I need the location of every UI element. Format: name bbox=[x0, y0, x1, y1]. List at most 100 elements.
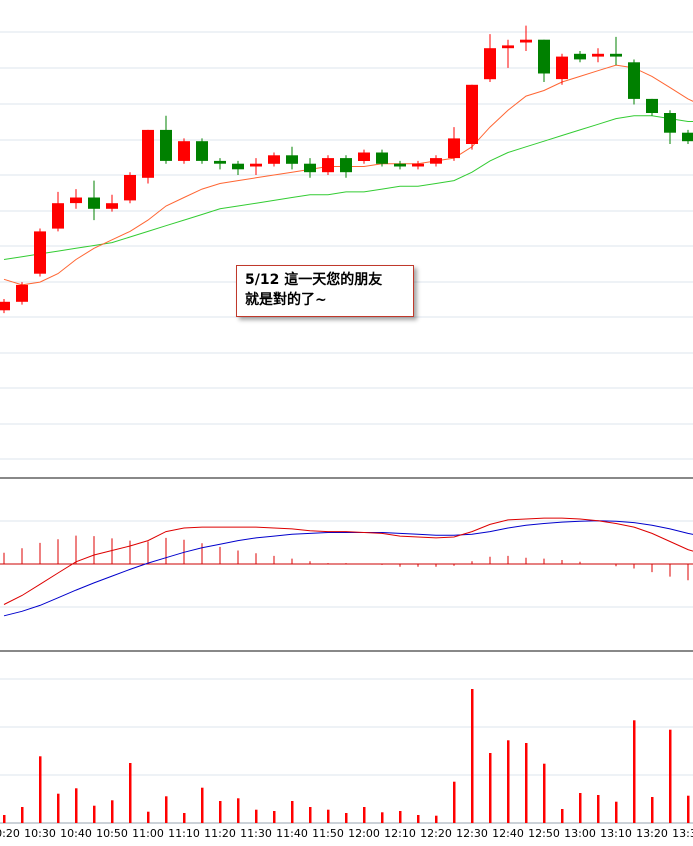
volume-bar bbox=[309, 807, 312, 823]
candlestick bbox=[520, 25, 532, 51]
volume-bar bbox=[561, 809, 564, 823]
volume-bar bbox=[21, 807, 24, 823]
candlestick bbox=[268, 152, 280, 167]
candlestick bbox=[16, 282, 28, 305]
volume-bar bbox=[219, 801, 222, 823]
macd-fast-line bbox=[3, 517, 693, 605]
candle-body bbox=[0, 301, 10, 311]
macd-panel bbox=[0, 517, 693, 617]
candle-body bbox=[394, 163, 406, 167]
volume-bar bbox=[579, 793, 582, 823]
candle-body bbox=[160, 129, 172, 161]
candle-body bbox=[52, 203, 64, 229]
candlestick bbox=[412, 160, 424, 170]
volume-bar bbox=[615, 801, 618, 823]
volume-bar bbox=[471, 689, 474, 823]
candle-body bbox=[124, 175, 136, 201]
candle-body bbox=[304, 163, 316, 173]
candlestick bbox=[106, 194, 118, 212]
volume-bar bbox=[435, 815, 438, 823]
candlestick bbox=[214, 158, 226, 170]
x-tick-label: 10:30 bbox=[24, 827, 56, 840]
volume-bar bbox=[39, 756, 42, 823]
ma-short-line bbox=[3, 64, 693, 286]
x-tick-label: 11:40 bbox=[276, 827, 308, 840]
volume-bar bbox=[417, 815, 420, 823]
candle-body bbox=[556, 56, 568, 80]
volume-bar bbox=[75, 788, 78, 823]
candle-body bbox=[16, 284, 28, 302]
candlestick bbox=[124, 172, 136, 204]
candlestick bbox=[304, 158, 316, 178]
volume-bar bbox=[669, 729, 672, 823]
candlestick bbox=[250, 158, 262, 175]
macd-slow-line bbox=[3, 520, 693, 617]
candle-body bbox=[466, 84, 478, 144]
volume-bar bbox=[183, 813, 186, 823]
volume-bar bbox=[399, 811, 402, 823]
candlestick bbox=[358, 149, 370, 164]
candlestick bbox=[178, 138, 190, 164]
candle-body bbox=[250, 163, 262, 167]
volume-bar bbox=[651, 797, 654, 823]
candlestick bbox=[646, 98, 658, 116]
volume-panel bbox=[3, 689, 690, 823]
volume-bar bbox=[345, 813, 348, 823]
candle-body bbox=[214, 160, 226, 164]
candlestick bbox=[286, 146, 298, 170]
volume-bar bbox=[93, 805, 96, 823]
candle-body bbox=[646, 98, 658, 113]
candle-body bbox=[196, 141, 208, 161]
x-tick-label: 13:20 bbox=[636, 827, 668, 840]
candlestick bbox=[502, 39, 514, 68]
candle-body bbox=[412, 163, 424, 167]
volume-bar bbox=[597, 795, 600, 823]
candle-body bbox=[70, 197, 82, 204]
x-tick-label: 12:30 bbox=[456, 827, 488, 840]
candlestick bbox=[70, 189, 82, 209]
candle-body bbox=[34, 231, 46, 274]
x-tick-label: 12:00 bbox=[348, 827, 380, 840]
candle-body bbox=[448, 138, 460, 159]
volume-bar bbox=[687, 795, 690, 823]
candlestick bbox=[484, 34, 496, 82]
volume-bar bbox=[525, 743, 528, 823]
volume-bar bbox=[633, 720, 636, 823]
candle-body bbox=[664, 113, 676, 133]
grid-lines bbox=[0, 31, 693, 824]
x-tick-label: 11:00 bbox=[132, 827, 164, 840]
candle-body bbox=[232, 163, 244, 170]
candlestick bbox=[340, 155, 352, 178]
candlestick bbox=[664, 110, 676, 144]
x-tick-label: 11:10 bbox=[168, 827, 200, 840]
volume-bar bbox=[381, 812, 384, 823]
x-tick-label: 11:20 bbox=[204, 827, 236, 840]
candle-body bbox=[538, 39, 550, 74]
candle-body bbox=[592, 53, 604, 57]
candlestick bbox=[538, 39, 550, 82]
ma-long-line bbox=[3, 115, 693, 260]
volume-bar bbox=[111, 800, 114, 823]
candle-body bbox=[106, 203, 118, 209]
candlestick bbox=[142, 129, 154, 184]
candlestick bbox=[466, 84, 478, 150]
volume-bar bbox=[363, 807, 366, 823]
volume-bar bbox=[147, 811, 150, 823]
candlestick bbox=[34, 228, 46, 277]
x-axis: 10:20 10:30 10:40 10:50 11:00 11:10 11:20 11:30… bbox=[0, 827, 693, 840]
candlestick bbox=[0, 299, 10, 314]
candle-body bbox=[520, 39, 532, 43]
candle-body bbox=[610, 53, 622, 57]
candle-body bbox=[628, 62, 640, 99]
moving-average-lines bbox=[3, 64, 693, 286]
x-tick-label: 10:20 bbox=[0, 827, 20, 840]
volume-bar bbox=[57, 793, 60, 823]
candle-body bbox=[358, 152, 370, 161]
volume-bar bbox=[507, 740, 510, 823]
volume-bar bbox=[201, 787, 204, 823]
candlestick bbox=[574, 51, 586, 63]
candlestick-series bbox=[0, 25, 693, 314]
candlestick bbox=[430, 155, 442, 167]
volume-bar bbox=[291, 801, 294, 823]
